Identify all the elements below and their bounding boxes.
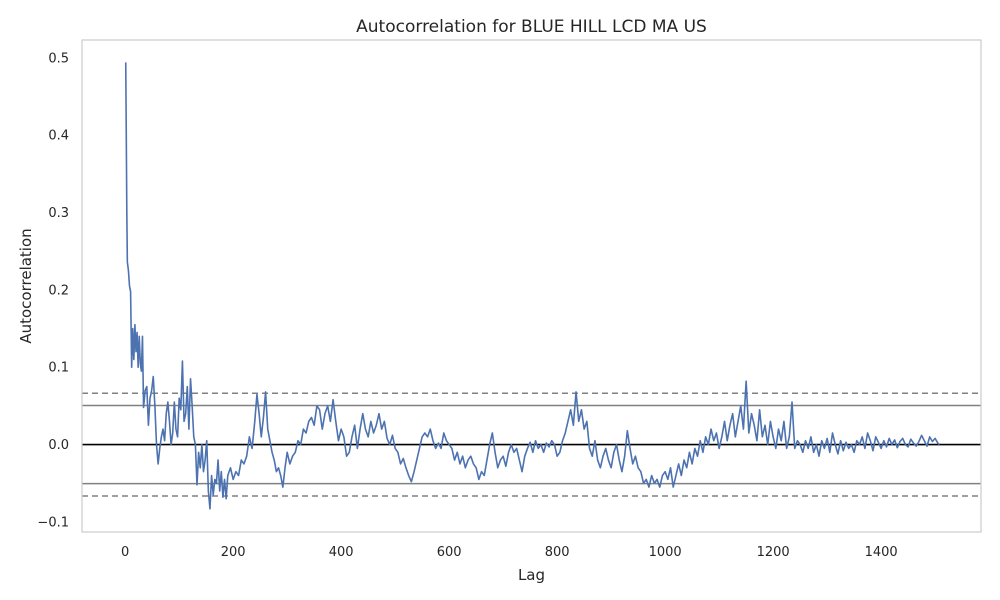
chart-title: Autocorrelation for BLUE HILL LCD MA US	[356, 17, 707, 37]
x-axis-ticks: 0 200 400 600 800 1000 1200 1400	[121, 545, 898, 560]
autocorrelation-series-line	[124, 62, 940, 510]
y-tick-label: 0.5	[48, 51, 69, 66]
y-axis-ticks: −0.1 0.0 0.1 0.2 0.3 0.4 0.5	[37, 51, 69, 530]
y-tick-label: 0.2	[48, 283, 69, 298]
y-tick-label: 0.1	[48, 361, 69, 376]
plot-frame	[81, 39, 982, 533]
y-tick-label: 0.3	[48, 206, 69, 221]
x-axis-label: Lag	[518, 566, 545, 584]
x-tick-label: 200	[221, 545, 246, 560]
x-tick-label: 600	[437, 545, 462, 560]
x-tick-label: 800	[545, 545, 570, 560]
x-tick-label: 1400	[865, 545, 898, 560]
y-tick-label: −0.1	[37, 515, 69, 530]
y-axis-label: Autocorrelation	[17, 228, 35, 343]
plot-area-background	[82, 40, 981, 532]
y-tick-label: 0.4	[48, 129, 69, 144]
x-tick-label: 0	[121, 545, 129, 560]
series-layer	[124, 62, 940, 510]
x-tick-label: 1000	[649, 545, 682, 560]
x-tick-label: 400	[329, 545, 354, 560]
y-tick-label: 0.0	[48, 438, 69, 453]
x-tick-label: 1200	[757, 545, 790, 560]
